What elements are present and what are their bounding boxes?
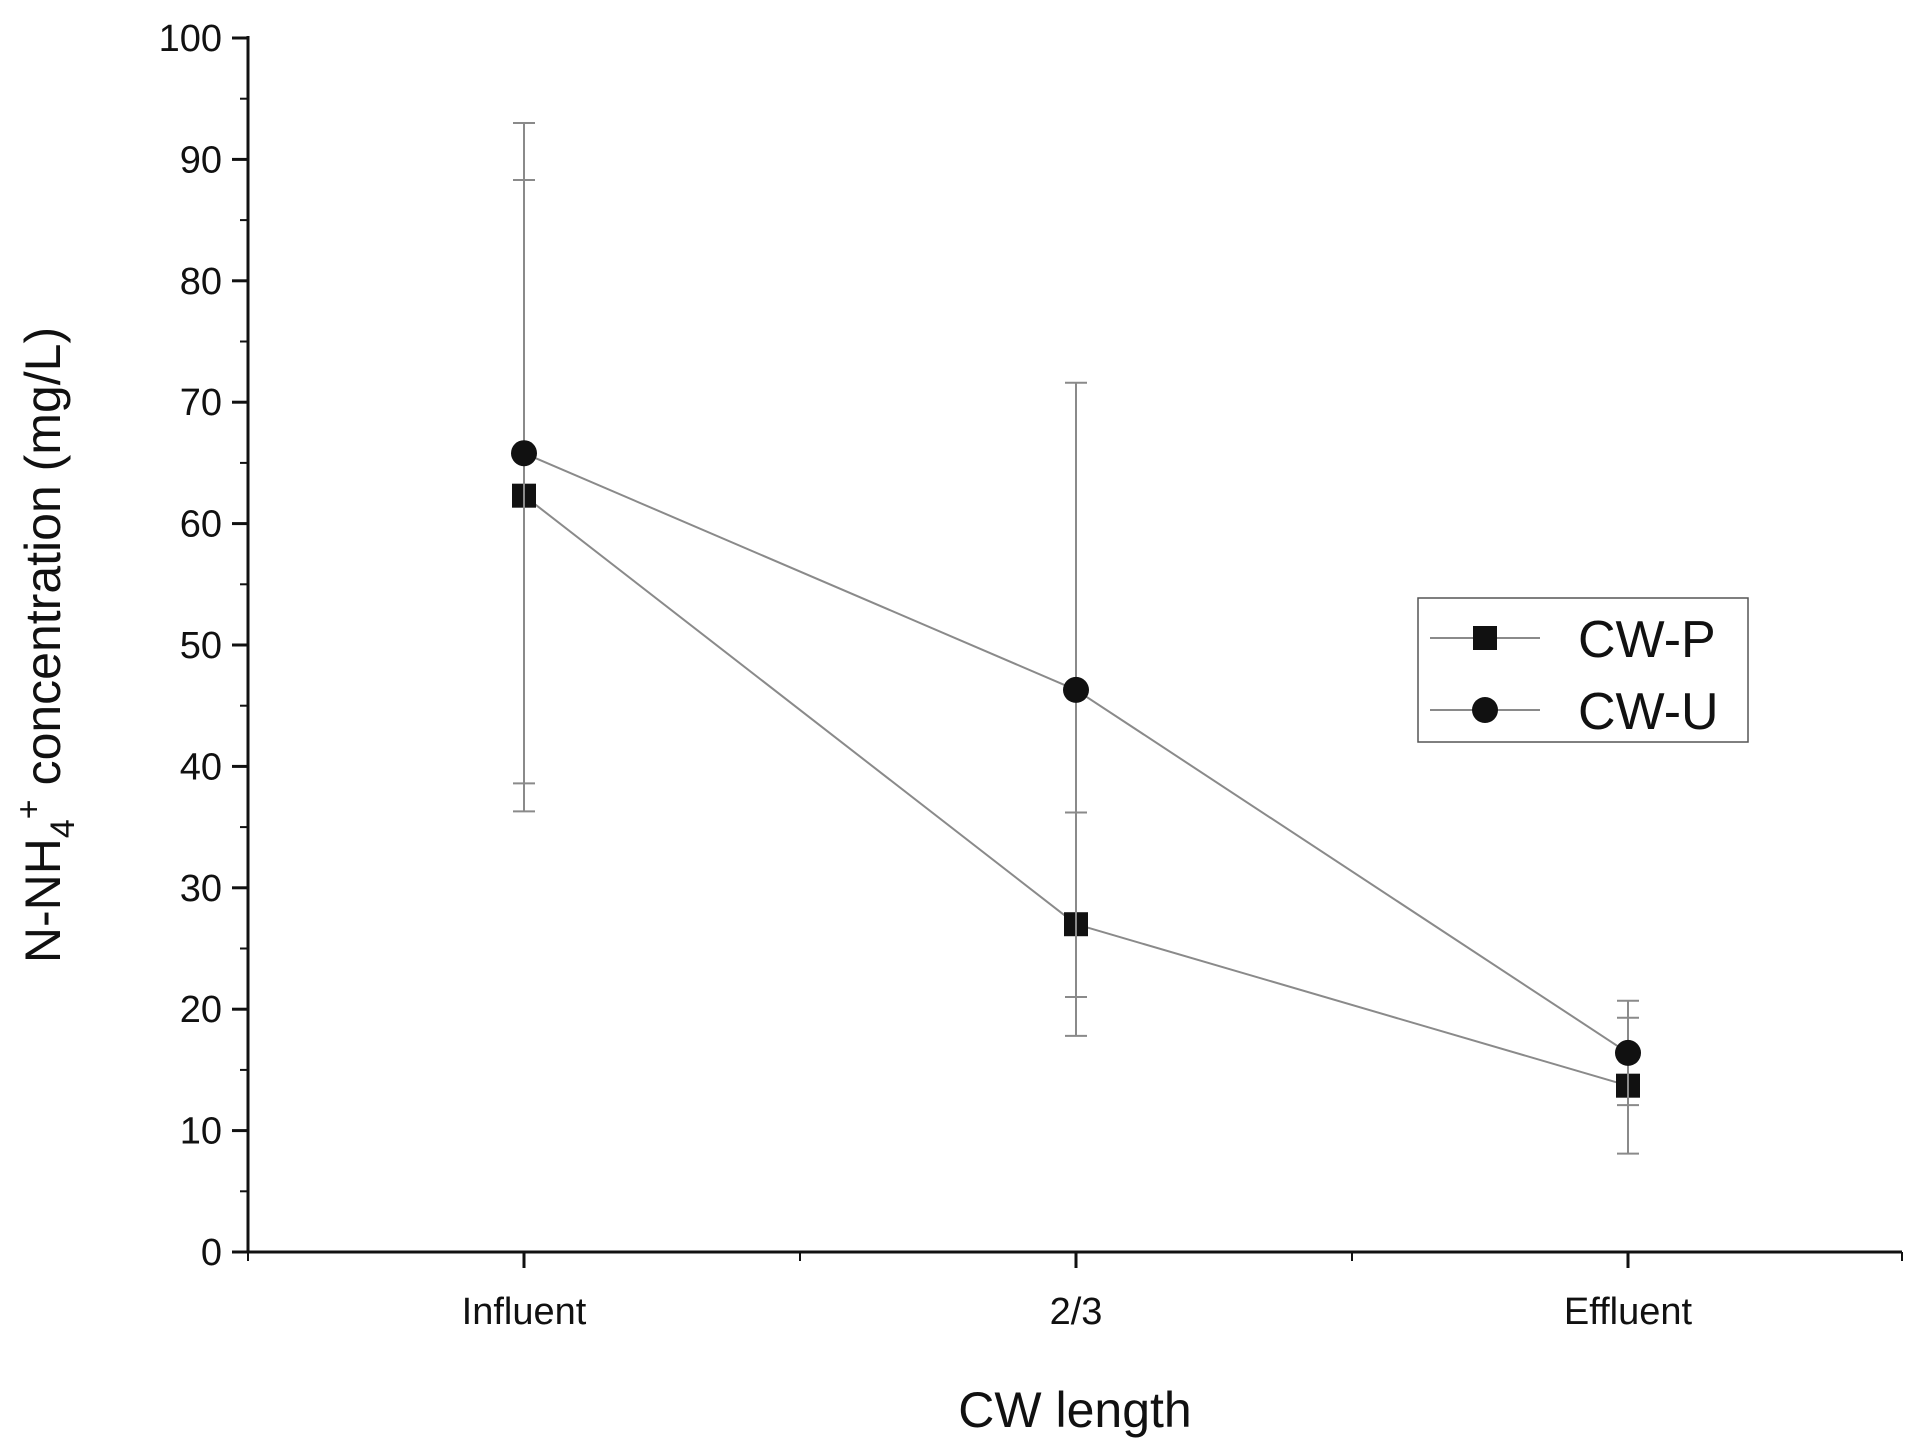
legend-box <box>1417 597 1749 743</box>
legend-marker-cw-p <box>1473 626 1497 650</box>
y-tick-label: 90 <box>180 139 222 181</box>
y-ticks: 0 10 20 30 40 50 60 70 80 90 100 <box>159 18 248 1274</box>
x-ticks: Influent 2/3 Effluent <box>247 1252 1903 1333</box>
series-cw-u <box>511 121 1641 1107</box>
x-tick-label: Effluent <box>1564 1291 1693 1333</box>
series-layer <box>511 121 1641 1155</box>
series-line-segment <box>523 494 1077 926</box>
y-axis-title-superscript: + <box>10 799 48 819</box>
series-line-segment <box>523 452 1077 691</box>
y-axis-title-main: N-NH <box>15 838 71 963</box>
y-tick-label: 50 <box>180 625 222 667</box>
y-tick-label: 10 <box>180 1111 222 1153</box>
x-axis-title: CW length <box>958 1382 1191 1438</box>
y-tick-label: 70 <box>180 382 222 424</box>
y-tick-label: 80 <box>180 261 222 303</box>
legend-label-cw-u: CW-U <box>1578 683 1719 741</box>
y-tick-label: 40 <box>180 746 222 788</box>
legend-label-cw-p: CW-P <box>1578 611 1716 669</box>
legend-marker-cw-u <box>1472 697 1498 723</box>
y-tick-label: 0 <box>201 1232 222 1274</box>
data-point-cw-u <box>511 440 537 467</box>
series-line-segment <box>1075 923 1629 1087</box>
legend: CW-P CW-U <box>1417 597 1749 743</box>
y-axis-title-rest: concentration (mg/L) <box>15 327 71 799</box>
data-point-cw-u <box>1063 676 1089 703</box>
y-axis-title: N-NH4+ concentration (mg/L) <box>10 327 82 963</box>
y-tick-label: 20 <box>180 989 222 1031</box>
y-axis-title-subscript: 4 <box>44 819 82 838</box>
series-line-segment <box>1075 689 1629 1054</box>
data-point-cw-u <box>1615 1039 1641 1066</box>
x-tick-label: 2/3 <box>1050 1291 1103 1333</box>
y-tick-label: 60 <box>180 504 222 546</box>
y-tick-label: 30 <box>180 868 222 910</box>
y-tick-label: 100 <box>159 18 222 60</box>
x-tick-label: Influent <box>462 1291 587 1333</box>
